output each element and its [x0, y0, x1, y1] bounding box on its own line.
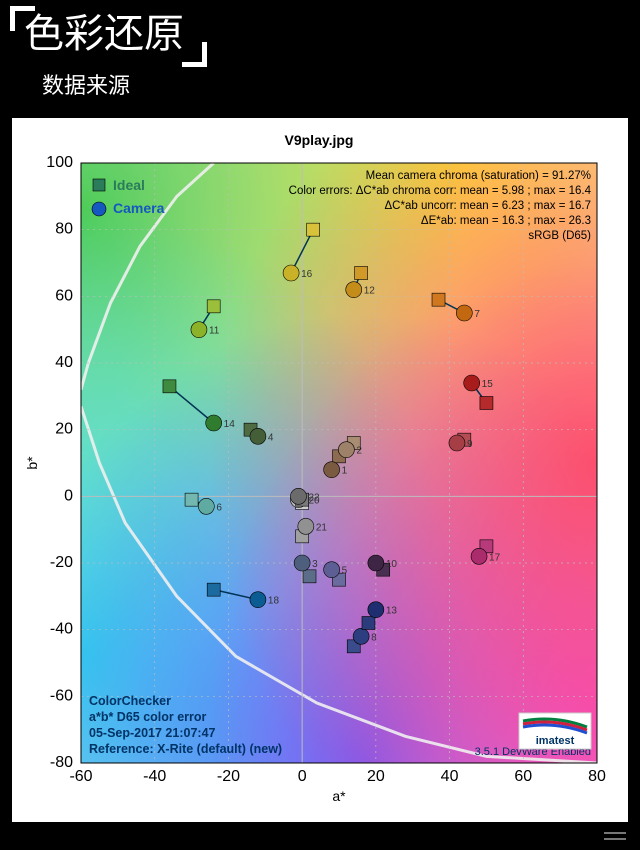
svg-text:8: 8	[371, 632, 377, 643]
svg-text:Color errors: ΔC*ab chroma cor: Color errors: ΔC*ab chroma corr: mean = …	[289, 185, 592, 197]
svg-text:-40: -40	[50, 621, 73, 638]
svg-text:V9play.jpg: V9play.jpg	[285, 132, 354, 148]
header: 色彩还原 数据来源	[0, 0, 640, 100]
svg-text:ΔE*ab: mean = 16.3 ; max = 2: ΔE*ab: mean = 16.3 ; max = 26.3	[421, 215, 591, 227]
color-error-chart: -60-40-20020406080-80-60-40-200204060801…	[19, 125, 619, 815]
svg-text:-20: -20	[217, 768, 240, 785]
svg-text:12: 12	[364, 286, 376, 297]
svg-text:05-Sep-2017 21:07:47: 05-Sep-2017 21:07:47	[89, 726, 216, 740]
svg-text:10: 10	[386, 559, 398, 570]
svg-text:11: 11	[209, 326, 220, 337]
svg-text:80: 80	[588, 768, 606, 785]
svg-text:imatest: imatest	[536, 735, 575, 747]
svg-text:22: 22	[308, 492, 320, 503]
svg-text:-20: -20	[50, 554, 73, 571]
svg-text:9: 9	[467, 439, 473, 450]
page-subtitle: 数据来源	[42, 68, 640, 100]
svg-text:-60: -60	[50, 687, 73, 704]
svg-text:4: 4	[268, 432, 274, 443]
svg-text:3: 3	[312, 559, 318, 570]
svg-text:16: 16	[301, 269, 313, 280]
page: 色彩还原 数据来源 -60-40-20020406080-80-60-40-20…	[0, 0, 640, 850]
svg-text:17: 17	[489, 552, 501, 563]
svg-text:40: 40	[441, 768, 459, 785]
svg-text:ColorChecker: ColorChecker	[89, 694, 171, 708]
svg-text:80: 80	[55, 221, 73, 238]
svg-text:60: 60	[55, 287, 73, 304]
svg-text:5: 5	[342, 566, 348, 577]
svg-text:18: 18	[268, 596, 280, 607]
svg-text:14: 14	[224, 419, 236, 430]
svg-text:-80: -80	[50, 754, 73, 771]
svg-text:ΔC*ab uncorr: mean = 6.23 ;: ΔC*ab uncorr: mean = 6.23 ; max = 16.7	[385, 200, 592, 212]
svg-text:6: 6	[216, 502, 222, 513]
svg-text:100: 100	[46, 154, 73, 171]
svg-text:-40: -40	[143, 768, 166, 785]
svg-text:Ideal: Ideal	[113, 177, 145, 193]
svg-text:20: 20	[367, 768, 385, 785]
page-title: 色彩还原	[24, 14, 184, 54]
svg-text:15: 15	[482, 379, 494, 390]
chart-container: -60-40-20020406080-80-60-40-200204060801…	[12, 118, 628, 822]
svg-text:40: 40	[55, 354, 73, 371]
edit-icon[interactable]	[602, 832, 626, 836]
svg-text:Reference: X-Rite (default) (n: Reference: X-Rite (default) (new)	[89, 742, 282, 756]
svg-text:21: 21	[316, 522, 328, 533]
corner-br-icon	[182, 42, 207, 67]
svg-text:20: 20	[55, 421, 73, 438]
svg-text:7: 7	[474, 309, 480, 320]
svg-text:60: 60	[514, 768, 532, 785]
svg-text:0: 0	[64, 487, 73, 504]
svg-text:0: 0	[298, 768, 307, 785]
svg-text:1: 1	[342, 466, 348, 477]
svg-text:Camera: Camera	[113, 200, 165, 216]
svg-text:sRGB (D65): sRGB (D65)	[528, 230, 591, 242]
svg-text:13: 13	[386, 606, 398, 617]
svg-text:b*: b*	[24, 456, 40, 470]
svg-text:Mean camera chroma (saturation: Mean camera chroma (saturation) = 91.27%	[366, 170, 591, 182]
svg-text:2: 2	[356, 446, 362, 457]
svg-text:a*: a*	[332, 788, 346, 804]
svg-text:a*b* D65 color error: a*b* D65 color error	[89, 710, 207, 724]
